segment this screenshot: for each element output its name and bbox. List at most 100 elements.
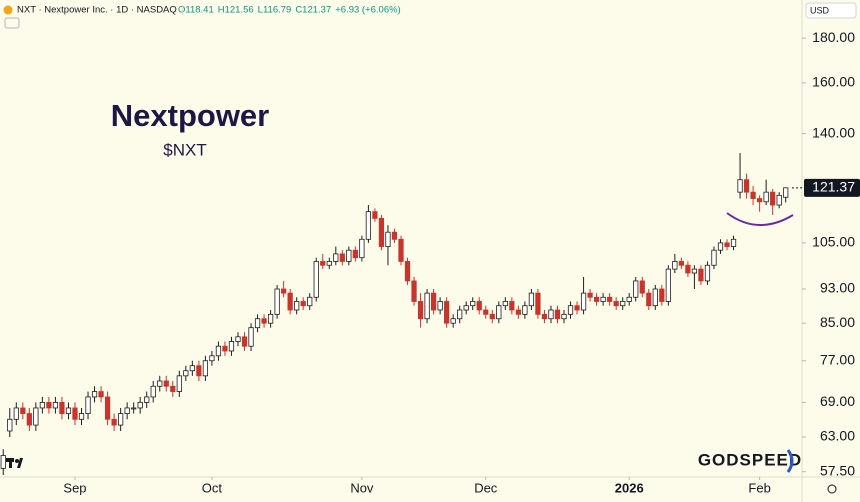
candle-body bbox=[33, 407, 39, 426]
candle-body bbox=[496, 305, 502, 320]
candle-body bbox=[365, 211, 372, 240]
candle-body bbox=[567, 305, 574, 315]
candle-body bbox=[580, 292, 587, 311]
candle-body bbox=[131, 407, 137, 410]
candle-body bbox=[476, 301, 482, 311]
candle-body bbox=[52, 402, 59, 409]
candle-body bbox=[222, 345, 228, 352]
candle-body bbox=[724, 242, 730, 247]
candle-body bbox=[333, 253, 339, 262]
annotation-title: Nextpower bbox=[111, 98, 269, 133]
candle-body bbox=[267, 313, 274, 324]
candle-body bbox=[261, 318, 267, 324]
candle-body bbox=[535, 292, 541, 315]
candle-body bbox=[26, 413, 32, 426]
candle-body bbox=[424, 292, 430, 320]
x-tick-label: Sep bbox=[63, 480, 86, 495]
currency-label[interactable]: USD bbox=[810, 5, 830, 15]
candle-body bbox=[104, 396, 111, 420]
candle-body bbox=[176, 375, 182, 392]
candle-body bbox=[554, 309, 561, 320]
y-tick-label: 63.00 bbox=[820, 428, 855, 444]
candle-body bbox=[522, 305, 528, 315]
candle-body bbox=[483, 309, 489, 315]
candle-body bbox=[72, 407, 78, 420]
x-tick-label: Oct bbox=[202, 480, 223, 495]
candle-body bbox=[450, 318, 456, 324]
candle-body bbox=[457, 309, 463, 320]
symbol-title[interactable]: NXT · Nextpower Inc. · 1D · NASDAQ bbox=[17, 5, 177, 16]
candle-body bbox=[639, 280, 645, 294]
candle-body bbox=[320, 261, 326, 266]
candle-body bbox=[757, 198, 763, 203]
candle-body bbox=[98, 391, 104, 398]
ohlc-value: L116.79 bbox=[258, 5, 292, 16]
candle-body bbox=[287, 292, 293, 311]
candle-body bbox=[391, 231, 398, 240]
candle-body bbox=[7, 418, 13, 432]
candle-body bbox=[607, 296, 613, 302]
y-tick-label: 180.00 bbox=[812, 29, 855, 45]
candle-body bbox=[13, 407, 19, 420]
candle-body bbox=[672, 261, 678, 270]
candle-body bbox=[698, 268, 704, 282]
candle-body bbox=[189, 365, 195, 372]
candle-body bbox=[411, 280, 417, 302]
x-tick-label: Nov bbox=[350, 480, 374, 495]
settings-icon[interactable] bbox=[827, 484, 837, 494]
candle-body bbox=[183, 370, 189, 377]
candle-body bbox=[574, 305, 580, 311]
candle-body bbox=[300, 301, 306, 307]
candle-body bbox=[274, 288, 280, 315]
candle-body bbox=[626, 296, 632, 302]
ohlc-value: H121.56 bbox=[218, 5, 254, 16]
candle-body bbox=[750, 191, 756, 199]
candle-body bbox=[509, 301, 515, 311]
candle-body bbox=[776, 194, 782, 206]
candle-body bbox=[118, 413, 124, 426]
y-tick-label: 57.50 bbox=[820, 462, 855, 478]
candle-body bbox=[665, 268, 671, 302]
candle-body bbox=[254, 318, 261, 329]
candle-body bbox=[170, 385, 176, 392]
candle-body bbox=[326, 261, 332, 266]
candle-body bbox=[378, 217, 385, 247]
candle-body bbox=[163, 380, 169, 387]
candle-body bbox=[444, 301, 450, 324]
candle-body bbox=[770, 191, 776, 206]
y-tick-label: 140.00 bbox=[812, 124, 855, 140]
candle-body bbox=[417, 301, 424, 320]
candle-body bbox=[235, 336, 241, 342]
last-price-badge bbox=[804, 178, 860, 197]
candle-body bbox=[85, 396, 91, 414]
candle-body bbox=[620, 301, 626, 307]
candle-body bbox=[78, 413, 85, 420]
candle-body bbox=[489, 313, 495, 320]
candle-body bbox=[46, 402, 52, 409]
candle-body bbox=[541, 313, 548, 320]
candle-body bbox=[659, 288, 665, 302]
candle-body bbox=[561, 313, 567, 320]
candle-body bbox=[352, 249, 358, 259]
candle-body bbox=[241, 336, 248, 347]
candle-body bbox=[515, 309, 521, 315]
y-tick-label: 77.00 bbox=[820, 351, 855, 367]
candle-body bbox=[150, 385, 156, 398]
candle-body bbox=[678, 261, 684, 266]
candle-body bbox=[685, 264, 691, 274]
candle-body bbox=[307, 296, 313, 307]
candle-body bbox=[463, 305, 469, 311]
candle-body bbox=[437, 301, 443, 311]
candle-body bbox=[430, 292, 437, 311]
candle-body bbox=[202, 360, 209, 377]
collapse-button[interactable] bbox=[4, 17, 20, 29]
candle-body bbox=[587, 292, 593, 298]
currency-box[interactable] bbox=[805, 2, 857, 19]
candle-body bbox=[743, 179, 750, 193]
candle-body bbox=[111, 418, 117, 426]
y-tick-label: 160.00 bbox=[812, 74, 855, 90]
candle-body bbox=[144, 396, 150, 403]
candle-body bbox=[398, 238, 404, 262]
candle-body bbox=[633, 280, 639, 298]
candle-body bbox=[691, 268, 698, 274]
